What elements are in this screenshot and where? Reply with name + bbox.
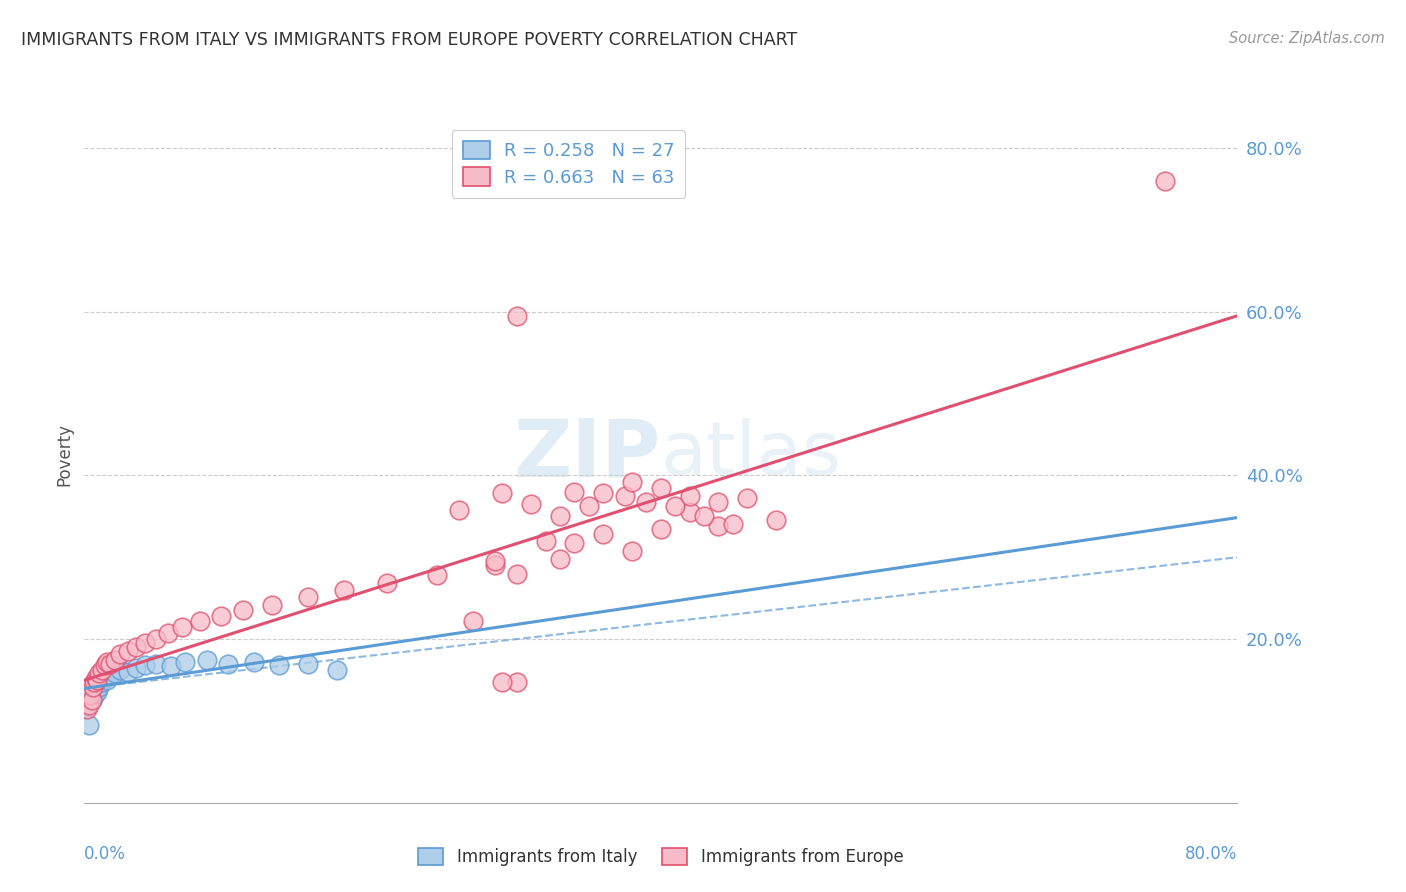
- Point: [650, 522, 672, 536]
- Point: [621, 543, 644, 558]
- Point: [613, 489, 636, 503]
- Point: [218, 657, 240, 671]
- Point: [506, 309, 529, 323]
- Point: [765, 513, 787, 527]
- Point: [693, 509, 716, 524]
- Point: [96, 655, 118, 669]
- Point: [76, 701, 98, 715]
- Point: [90, 674, 112, 689]
- Point: [1154, 174, 1177, 188]
- Point: [520, 497, 543, 511]
- Point: [737, 491, 759, 506]
- Point: [174, 655, 197, 669]
- Point: [664, 500, 686, 514]
- Point: [87, 680, 110, 694]
- Point: [83, 674, 105, 689]
- Point: [650, 481, 672, 495]
- Point: [491, 486, 513, 500]
- Point: [707, 519, 730, 533]
- Point: [117, 665, 139, 679]
- Point: [79, 693, 101, 707]
- Point: [79, 688, 101, 702]
- Point: [592, 486, 614, 500]
- Text: atlas: atlas: [661, 418, 842, 491]
- Point: [125, 640, 148, 655]
- Point: [243, 655, 266, 669]
- Point: [375, 576, 398, 591]
- Text: 80.0%: 80.0%: [1185, 845, 1237, 863]
- Point: [93, 672, 115, 686]
- Point: [134, 658, 156, 673]
- Point: [160, 659, 183, 673]
- Point: [232, 603, 254, 617]
- Point: [484, 554, 506, 568]
- Point: [90, 663, 112, 677]
- Point: [134, 636, 156, 650]
- Point: [209, 609, 232, 624]
- Point: [86, 673, 108, 687]
- Point: [80, 690, 103, 704]
- Point: [636, 494, 658, 508]
- Point: [86, 685, 108, 699]
- Text: ZIP: ZIP: [513, 416, 661, 494]
- Point: [104, 652, 127, 666]
- Point: [98, 657, 121, 671]
- Point: [506, 566, 529, 581]
- Y-axis label: Poverty: Poverty: [55, 424, 73, 486]
- Point: [297, 590, 319, 604]
- Point: [145, 657, 167, 671]
- Point: [172, 620, 194, 634]
- Point: [84, 682, 107, 697]
- Point: [110, 663, 132, 677]
- Point: [721, 517, 744, 532]
- Point: [564, 535, 586, 549]
- Point: [83, 688, 105, 702]
- Point: [491, 674, 513, 689]
- Point: [260, 598, 283, 612]
- Point: [84, 672, 107, 686]
- Point: [679, 505, 702, 519]
- Point: [98, 668, 121, 682]
- Text: IMMIGRANTS FROM ITALY VS IMMIGRANTS FROM EUROPE POVERTY CORRELATION CHART: IMMIGRANTS FROM ITALY VS IMMIGRANTS FROM…: [21, 31, 797, 49]
- Point: [156, 625, 179, 640]
- Point: [707, 494, 730, 508]
- Point: [110, 647, 132, 661]
- Point: [679, 489, 702, 503]
- Text: 0.0%: 0.0%: [84, 845, 127, 863]
- Point: [564, 484, 586, 499]
- Point: [548, 509, 571, 524]
- Point: [195, 652, 218, 666]
- Point: [267, 658, 290, 673]
- Point: [592, 527, 614, 541]
- Legend: Immigrants from Italy, Immigrants from Europe: Immigrants from Italy, Immigrants from E…: [411, 839, 911, 874]
- Point: [463, 614, 485, 628]
- Point: [76, 699, 98, 714]
- Text: Source: ZipAtlas.com: Source: ZipAtlas.com: [1229, 31, 1385, 46]
- Point: [621, 475, 644, 489]
- Point: [297, 657, 319, 671]
- Point: [506, 674, 529, 689]
- Point: [104, 666, 127, 681]
- Point: [77, 698, 100, 712]
- Point: [484, 558, 506, 573]
- Point: [145, 632, 167, 646]
- Point: [80, 693, 103, 707]
- Point: [82, 680, 104, 694]
- Point: [333, 582, 356, 597]
- Point: [534, 533, 557, 548]
- Point: [548, 552, 571, 566]
- Point: [125, 661, 148, 675]
- Point: [96, 673, 118, 687]
- Point: [82, 691, 104, 706]
- Point: [578, 500, 600, 514]
- Point: [449, 502, 471, 516]
- Point: [87, 666, 110, 681]
- Point: [93, 658, 115, 673]
- Point: [426, 568, 449, 582]
- Point: [325, 663, 347, 677]
- Point: [117, 644, 139, 658]
- Point: [188, 614, 211, 628]
- Point: [77, 718, 100, 732]
